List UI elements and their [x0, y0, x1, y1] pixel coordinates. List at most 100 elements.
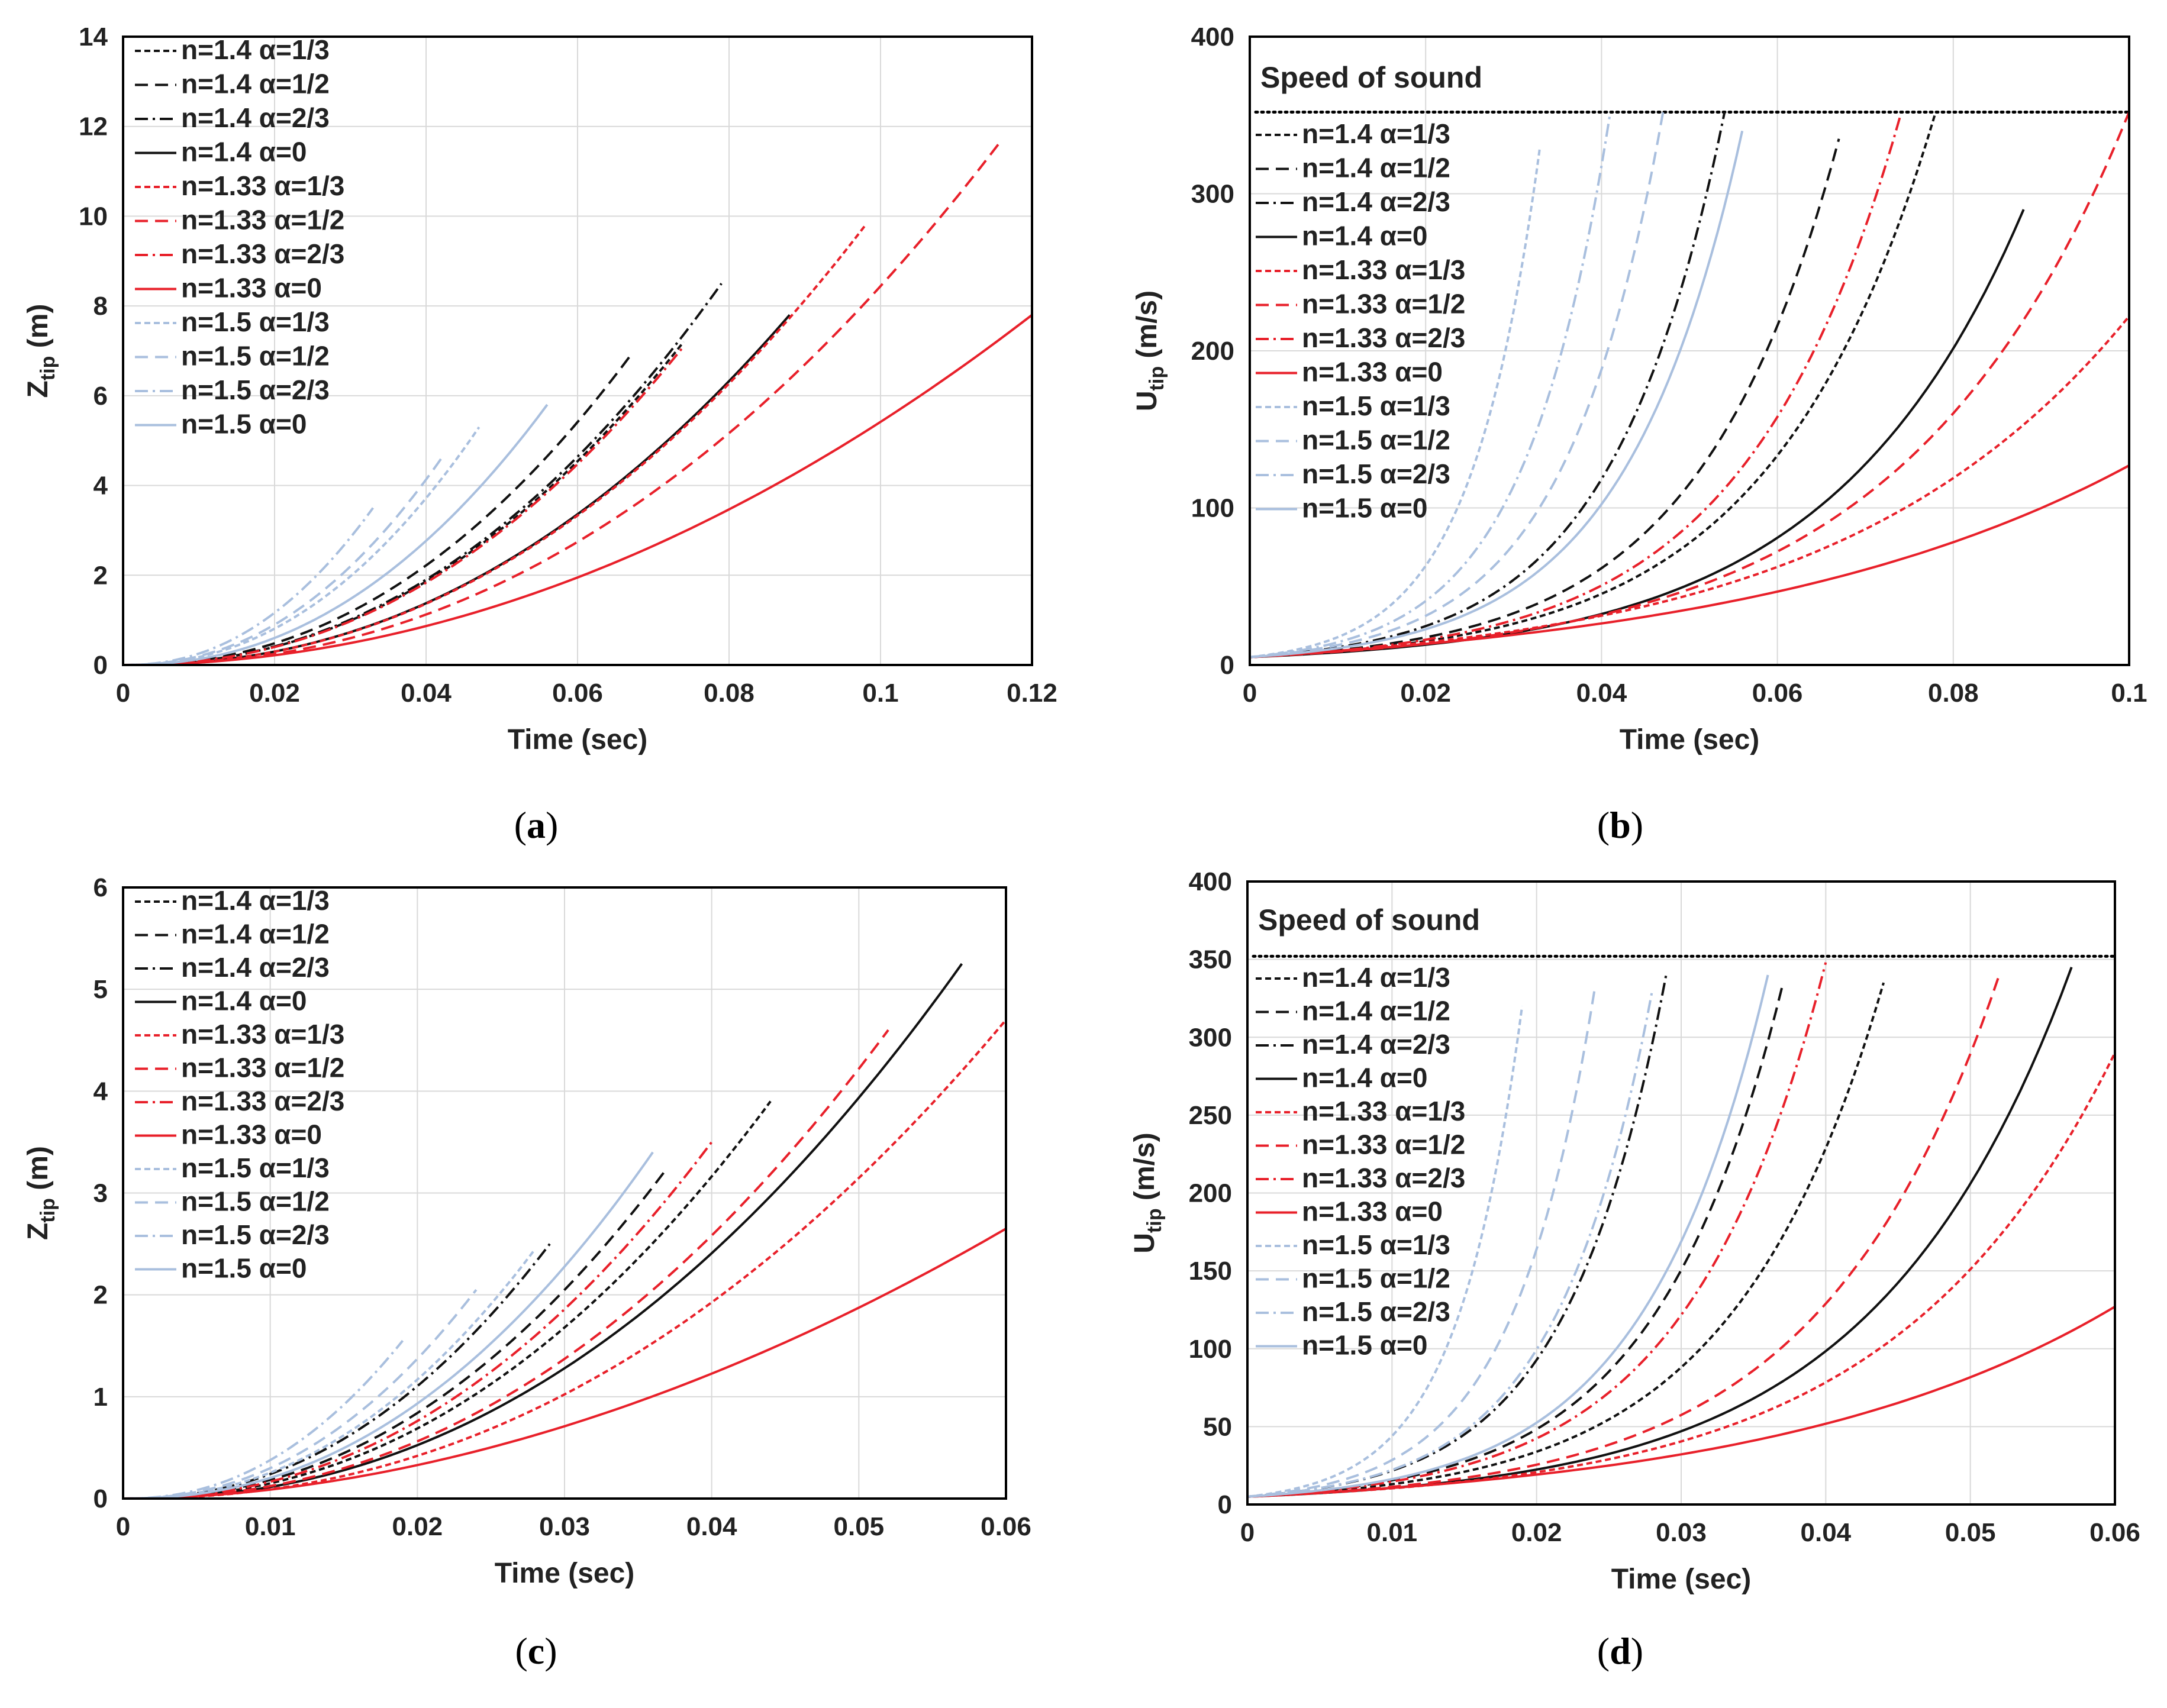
y-tick-label: 200 [1189, 1179, 1232, 1208]
panel-label-letter: a [527, 804, 546, 846]
y-axis-title-main: Z [22, 380, 54, 398]
plot-frame [122, 35, 1033, 666]
legend-entry-label: n=1.33 α=1/2 [181, 205, 344, 235]
series-line-12 [1250, 130, 1744, 658]
legend-entry-label: n=1.33 α=1/2 [181, 1052, 344, 1083]
y-axis-title-sub: tip [1143, 1208, 1166, 1233]
panel-label-open: ( [1597, 804, 1610, 846]
y-tick-label: 10 [79, 202, 108, 231]
series-line-12 [123, 403, 549, 665]
x-tick-label: 0.02 [392, 1512, 443, 1541]
chart-panel-c: 0 0.01 0.02 0.03 0.04 0.05 0.06 0 1 2 3 4 5 6 Time (se… [22, 873, 1031, 1672]
legend-entry-label: n=1.4 α=2/3 [181, 952, 330, 983]
x-axis-title: Time (sec) [495, 1558, 635, 1589]
legend-entry-label: n=1.4 α=1/3 [1302, 118, 1450, 149]
x-tick-label: 0.1 [2111, 679, 2147, 708]
y-axis-title-sub: tip [37, 356, 59, 381]
series-line-3 [1247, 971, 1668, 1498]
series-line-11 [1250, 112, 1612, 658]
panel-label-open: ( [514, 804, 527, 846]
series-line-7 [123, 346, 685, 665]
chart-panel-a: 0 0.02 0.04 0.06 0.08 0.1 0.12 0 2 4 6 8 10 12 14 Time … [22, 22, 1057, 846]
series-line-5 [123, 224, 866, 665]
legend-entry-label: n=1.33 α=0 [1302, 1196, 1443, 1227]
x-tick-label: 0.02 [1400, 679, 1451, 708]
x-axis-title: Time (sec) [1620, 724, 1760, 755]
legend-entry-label: n=1.33 α=1/3 [1302, 1096, 1465, 1126]
y-tick-label: 400 [1189, 867, 1232, 896]
legend-entry-label: n=1.5 α=0 [1302, 1330, 1427, 1361]
series-line-6 [123, 1029, 889, 1499]
y-tick-label: 250 [1189, 1101, 1232, 1130]
series-curves [1247, 962, 2115, 1498]
x-axis-title: Time (sec) [1611, 1564, 1752, 1595]
x-axis-title: Time (sec) [508, 724, 648, 755]
series-line-1 [1247, 982, 1885, 1498]
panel-label-letter: d [1610, 1630, 1631, 1672]
series-line-7 [1247, 962, 1827, 1498]
legend-entry-label: n=1.4 α=1/3 [1302, 962, 1450, 993]
legend-entry-label: n=1.33 α=2/3 [181, 238, 344, 269]
y-axis-title-unit: (m/s) [1129, 1132, 1160, 1208]
series-line-10 [1250, 112, 1665, 658]
chart-panel-b: Speed of sound 0 0.02 0.04 0.06 0.08 0.1 0 100 20… [1131, 22, 2147, 846]
legend-entry-label: n=1.4 α=0 [181, 986, 307, 1016]
x-tick-label: 0 [1243, 679, 1257, 708]
panel-label-letter: c [528, 1630, 544, 1672]
series-line-10 [1247, 990, 1596, 1498]
series-line-11 [123, 507, 375, 665]
x-tick-label: 0.06 [2089, 1518, 2140, 1547]
legend-entry-label: n=1.4 α=2/3 [181, 102, 330, 133]
speed-of-sound-label: Speed of sound [1258, 903, 1480, 937]
series-line-3 [123, 1243, 551, 1499]
legend-entry-label: n=1.5 α=1/2 [1302, 1263, 1450, 1294]
x-tick-label: 0 [1240, 1518, 1255, 1547]
series-line-12 [123, 1151, 654, 1499]
panel-label-close: ) [1631, 1630, 1643, 1672]
x-tick-label: 0.06 [1752, 679, 1803, 708]
legend-entry-label: n=1.4 α=0 [1302, 1063, 1427, 1093]
series-line-2 [123, 1167, 669, 1499]
y-tick-label: 300 [1191, 180, 1234, 209]
y-axis-title: Utip (m/s) [1129, 1132, 1166, 1253]
y-tick-label: 0 [93, 1484, 108, 1513]
legend-entry-label: n=1.4 α=1/2 [181, 69, 330, 99]
y-tick-label: 8 [93, 292, 108, 321]
y-tick-label: 1 [93, 1383, 108, 1412]
legend-entry-label: n=1.5 α=2/3 [181, 1219, 330, 1250]
y-axis-title-unit: (m) [22, 304, 54, 356]
y-tick-label: 50 [1203, 1412, 1232, 1441]
legend-entry-label: n=1.5 α=1/2 [181, 341, 330, 372]
panel-label-open: ( [1597, 1630, 1610, 1672]
y-axis-title: Ztip (m) [22, 1146, 59, 1240]
x-tick-label: 0.03 [1656, 1518, 1707, 1547]
x-tick-label: 0 [116, 1512, 130, 1541]
y-axis-title-main: U [1131, 390, 1163, 411]
legend: n=1.4 α=1/3n=1.4 α=1/2n=1.4 α=2/3n=1.4 α… [1256, 962, 1465, 1361]
y-tick-label: 6 [93, 382, 108, 411]
legend-entry-label: n=1.4 α=1/2 [181, 919, 330, 950]
x-tick-label: 0.08 [1928, 679, 1979, 708]
x-tick-label: 0.04 [1801, 1518, 1852, 1547]
legend-entry-label: n=1.5 α=1/3 [181, 1152, 330, 1183]
plot-frame [1246, 880, 2116, 1506]
y-tick-label: 400 [1191, 22, 1234, 51]
legend-entry-label: n=1.4 α=0 [1302, 221, 1427, 251]
legend-entry-label: n=1.4 α=1/3 [181, 885, 330, 916]
x-tick-label: 0.01 [245, 1512, 296, 1541]
series-line-2 [1250, 138, 1840, 658]
y-tick-label: 14 [79, 22, 108, 51]
y-tick-label: 12 [79, 112, 108, 141]
legend-entry-label: n=1.5 α=1/3 [181, 306, 330, 337]
plot-frame [122, 886, 1007, 1500]
y-axis-title-sub: tip [1146, 366, 1168, 391]
legend-entry-label: n=1.5 α=0 [181, 409, 307, 440]
y-axis-title-sub: tip [37, 1198, 59, 1223]
legend-entry-label: n=1.5 α=1/2 [181, 1186, 330, 1217]
y-tick-label: 4 [93, 472, 108, 501]
y-tick-label: 0 [1218, 1490, 1232, 1519]
y-tick-label: 5 [93, 975, 108, 1004]
legend-entry-label: n=1.5 α=2/3 [181, 374, 330, 405]
panel-label-close: ) [544, 1630, 557, 1672]
